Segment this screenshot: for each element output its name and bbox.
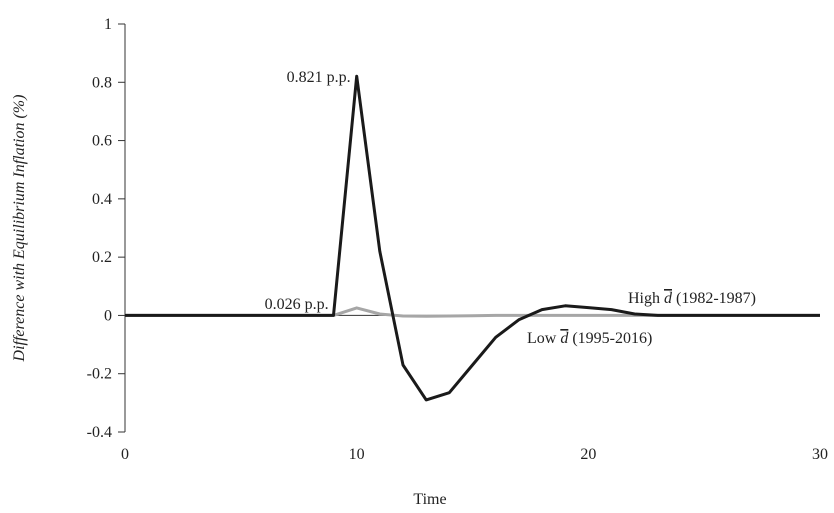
x-tick-label: 10 [349,446,365,463]
y-tick-label: 0.6 [92,133,112,150]
x-tick-label: 20 [580,446,596,463]
annotation-peak-low: 0.026 p.p. [265,296,329,313]
series-line-high [125,74,820,402]
series-label-high: High d (1982-1987) [628,290,756,307]
x-axis-title: Time [413,491,446,508]
y-tick-label: 0.8 [92,74,112,91]
annotation-peak-high: 0.821 p.p. [287,69,351,86]
y-tick-label: -0.2 [87,366,112,383]
y-tick-label: 1 [104,16,112,33]
x-tick-label: 30 [812,446,828,463]
y-tick-label: 0 [104,307,112,324]
y-tick-label: 0.4 [92,191,112,208]
series-lines [125,74,820,402]
y-tick-label: -0.4 [87,424,112,441]
y-axis-title: Difference with Equilibrium Inflation (%… [11,95,28,363]
axes: -0.4-0.200.20.40.60.810 10 20 30 [87,16,828,463]
series-label-low: Low d (1995-2016) [527,330,652,347]
chart-labels: Time Difference with Equilibrium Inflatio… [11,69,756,508]
x-tick-label: 0 [121,446,129,463]
y-tick-label: 0.2 [92,249,112,266]
